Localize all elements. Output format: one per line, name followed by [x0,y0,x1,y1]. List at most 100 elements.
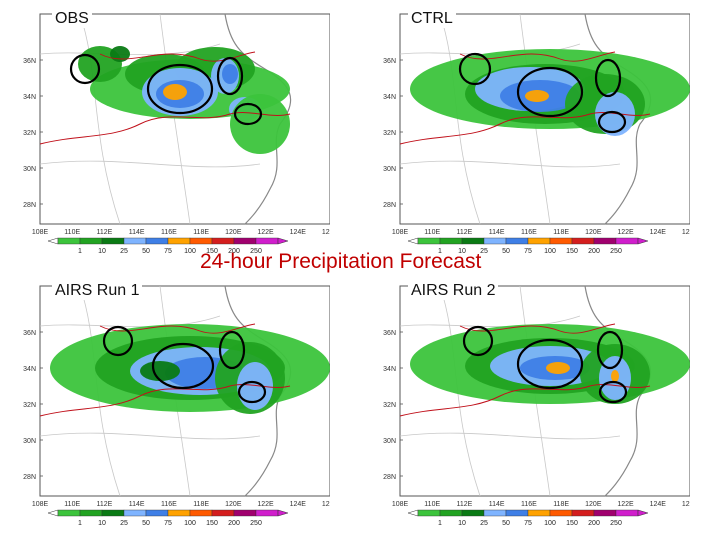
province-border [39,160,261,168]
lon-tick-label: 108E [32,229,49,236]
colorbar-level-label: 1 [78,520,82,527]
highlight-circle [598,380,628,404]
precip-area [595,92,635,136]
lat-tick-label: 30N [383,438,396,445]
highlight-circle [458,52,492,86]
lon-tick-label: 112E [97,229,113,236]
colorbar-level-label: 25 [480,248,488,255]
precip-area [525,90,549,102]
colorbar-swatch [233,237,257,245]
colorbar-swatch [615,237,639,245]
colorbar-level-label: 25 [480,520,488,527]
colorbar-level-label: 10 [458,520,466,527]
colorbar-level-label: 250 [250,248,262,255]
colorbar-swatch [211,509,235,517]
colorbar-level-label: 50 [142,520,150,527]
panel-label: CTRL [408,10,456,28]
highlight-circle [216,56,244,96]
province-border [39,432,261,440]
colorbar-level-label: 1 [438,248,442,255]
highlight-circle [218,330,246,370]
colorbar-swatch [593,509,617,517]
colorbar-swatch [145,509,169,517]
lon-tick-label: 118E [193,229,209,236]
lat-tick-label: 28N [23,202,36,209]
colorbar: 1 10 25 50 75 100 150 200 250 [407,509,649,527]
highlight-circle [146,63,214,115]
colorbar-swatch [593,237,617,245]
highlight-circle [237,380,267,404]
lon-tick-label: 108E [392,501,409,508]
yellow-river [459,323,616,334]
highlight-circle [594,58,622,98]
panel-label: AIRS Run 2 [408,282,499,300]
province-border [399,160,621,168]
colorbar-swatch [57,509,81,517]
colorbar-level-label: 150 [206,248,218,255]
colorbar-level-label: 250 [250,520,262,527]
precip-area [237,362,273,410]
yellow-river [99,323,256,334]
province-border [159,13,191,225]
lon-tick-label: 122E [617,229,634,236]
precip-area [230,94,290,154]
colorbar-level-label: 25 [120,520,128,527]
lat-tick-label: 36N [23,330,36,337]
precip-area [163,84,187,100]
colorbar-level-label: 150 [566,520,578,527]
colorbar-level-label: 50 [502,520,510,527]
colorbar-swatch [483,237,507,245]
colorbar-swatch [461,237,485,245]
highlight-circle [102,325,134,357]
ctrl-panel: 28N 30N 32N 34N 36N 108E 110E 112E 114E 116E 118E 1… [360,0,690,262]
lon-tick-label: 118E [553,501,569,508]
colorbar-swatch [167,237,191,245]
lon-tick-label: 124E [290,501,307,508]
colorbar-swatch [167,509,191,517]
lon-tick-label: 116E [161,229,177,236]
colorbar-level-label: 100 [544,248,556,255]
colorbar-level-label: 150 [206,520,218,527]
lon-tick-label: 110E [64,229,80,236]
lat-tick-label: 30N [383,166,396,173]
lon-tick-label: 118E [553,229,569,236]
lon-tick-label: 124E [650,229,667,236]
colorbar-swatch [255,237,279,245]
colorbar-level-label: 10 [458,248,466,255]
panel-label: OBS [52,10,92,28]
lat-tick-label: 34N [383,366,396,373]
colorbar-swatch [189,237,213,245]
lon-tick-label: 120E [585,229,602,236]
colorbar-level-label: 100 [184,520,196,527]
lon-tick-label: 126E [322,229,330,236]
lon-tick-label: 112E [457,501,473,508]
lat-tick-label: 28N [383,474,396,481]
lon-tick-label: 126E [682,229,690,236]
yellow-river [99,51,256,62]
lon-tick-label: 122E [257,501,274,508]
colorbar-swatch [483,509,507,517]
colorbar-swatch [57,237,81,245]
highlight-circle [462,325,494,357]
lon-tick-label: 126E [322,501,330,508]
colorbar-level-label: 1 [78,248,82,255]
highlight-circle [69,53,101,85]
precip-area [222,64,238,84]
colorbar-level-label: 100 [544,520,556,527]
colorbar-level-label: 200 [228,520,240,527]
colorbar-swatch [527,237,551,245]
lon-tick-label: 114E [489,229,505,236]
colorbar-swatch [145,237,169,245]
precip-area [140,361,180,381]
colorbar-swatch [255,509,279,517]
lon-tick-label: 112E [97,501,113,508]
colorbar-swatch [527,509,551,517]
colorbar-swatch [101,509,125,517]
lon-tick-label: 110E [64,501,80,508]
colorbar-swatch [615,509,639,517]
highlight-circle [597,110,627,134]
panel-label: AIRS Run 1 [52,282,143,300]
lat-tick-label: 30N [23,166,36,173]
colorbar-level-label: 150 [566,248,578,255]
